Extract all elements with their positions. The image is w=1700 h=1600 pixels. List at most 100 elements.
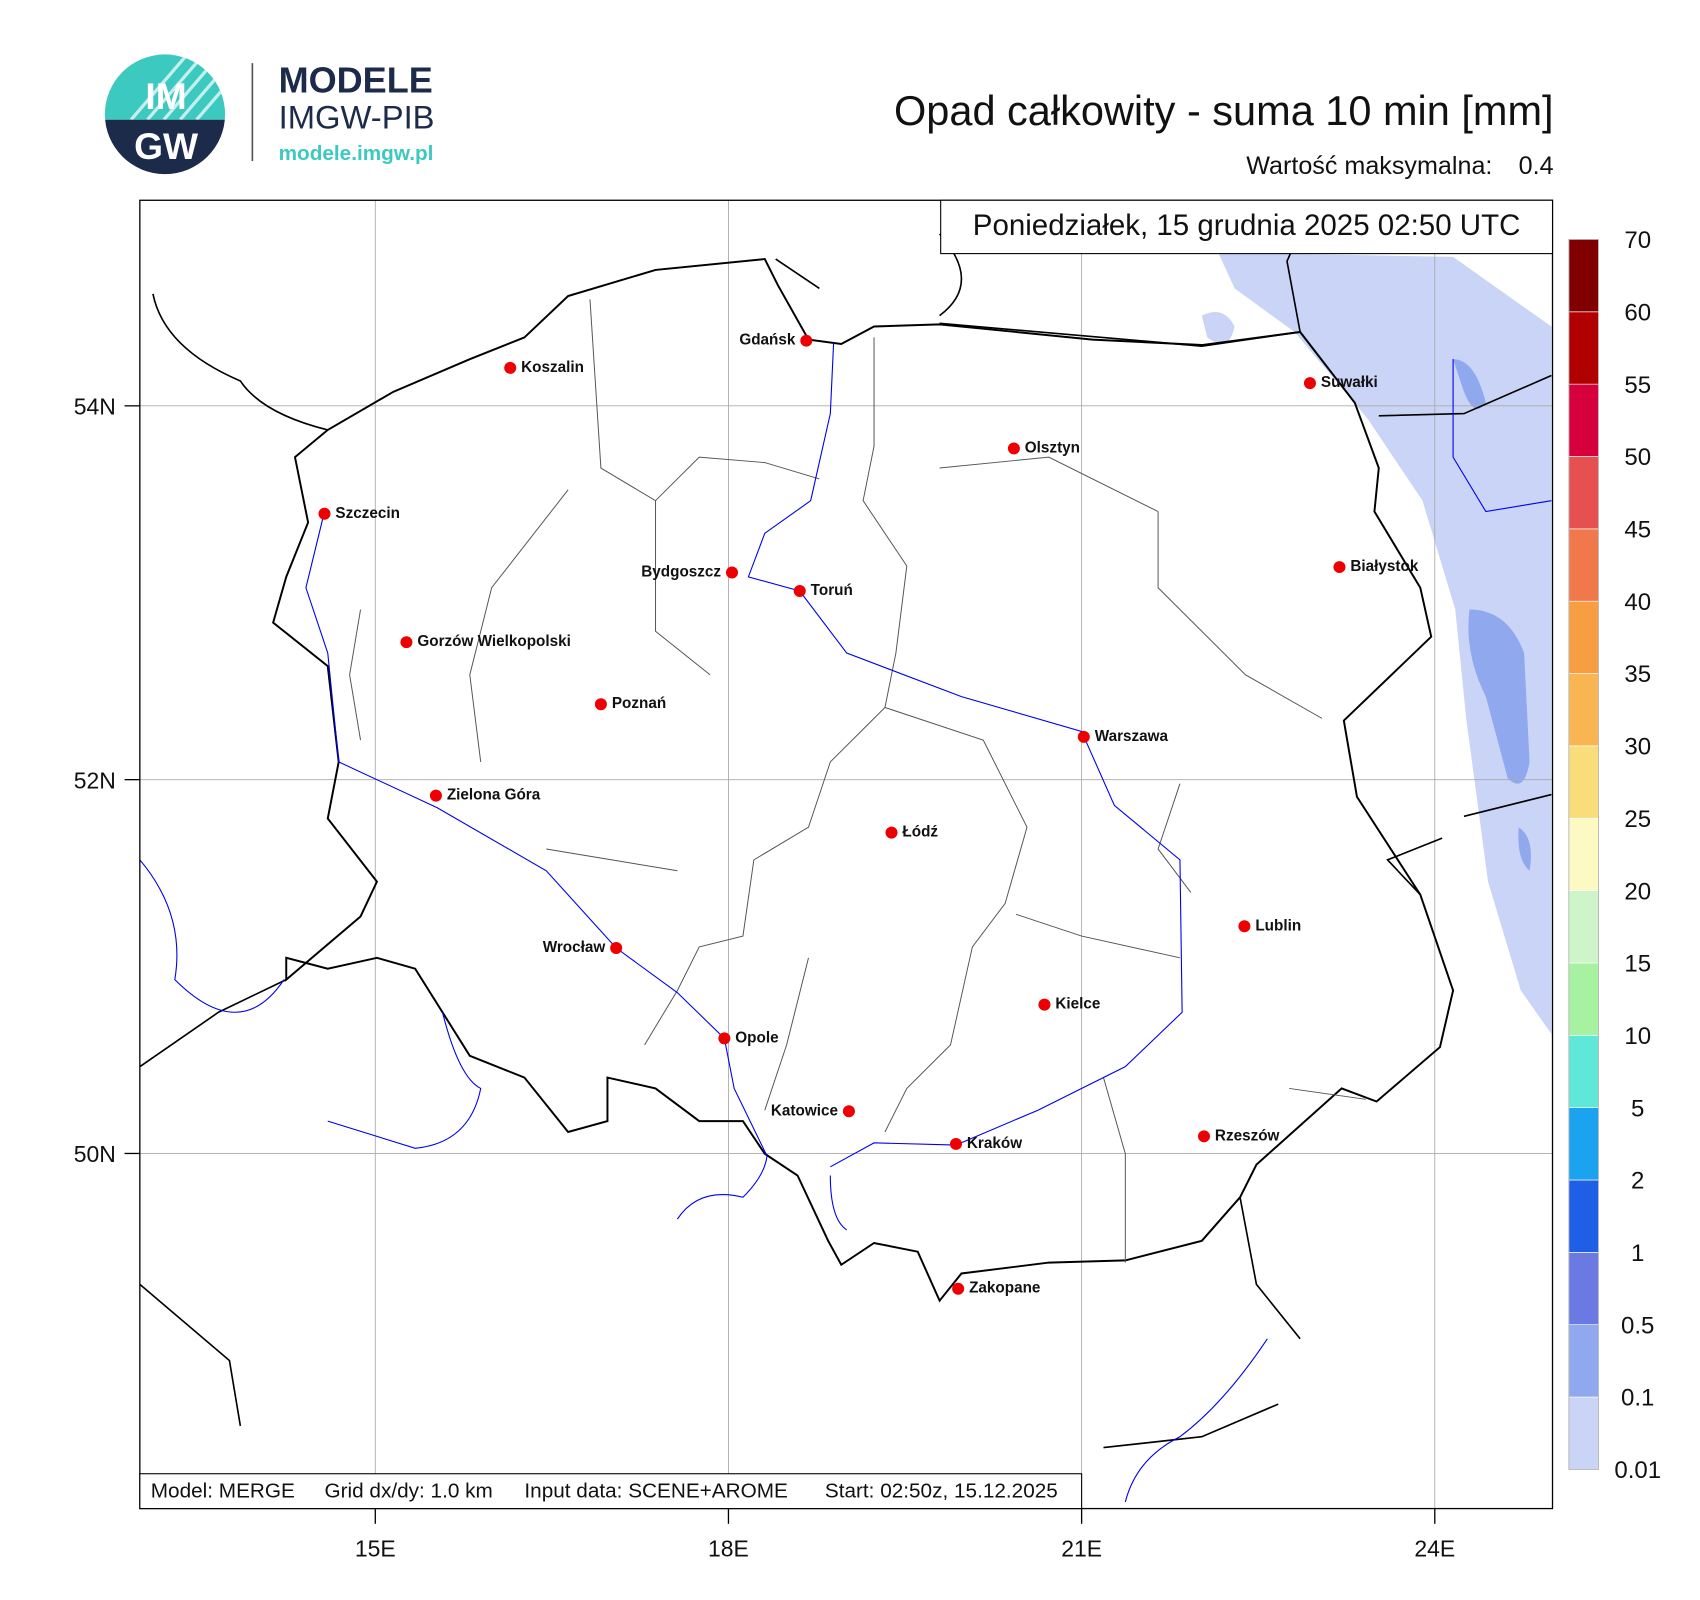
colorbar-frame [1568,239,1599,1470]
colorbar-label: 2 [1631,1168,1644,1195]
city-marker [1197,1130,1210,1143]
colorbar-label: 15 [1624,951,1651,978]
colorbar-box [1568,1034,1599,1108]
city-marker [952,1282,965,1295]
city-label: Szczecin [335,505,400,522]
city-label: Kielce [1055,996,1100,1013]
colorbar-box [1568,745,1599,819]
colorbar-label: 30 [1624,734,1651,761]
footer-start: Start: 02:50z, 15.12.2025 [825,1480,1058,1503]
city-label: Gorzów Wielkopolski [417,633,571,650]
colorbar-label: 60 [1624,300,1651,327]
colorbar-box [1568,1324,1599,1398]
city-label: Wrocław [543,939,606,956]
colorbar-label: 0.1 [1621,1385,1654,1412]
colorbar-box [1568,1179,1599,1253]
colorbar-box [1568,311,1599,385]
city-label: Zielona Góra [447,787,541,804]
city-marker [793,585,806,598]
precip-area-heavier [1453,359,1531,871]
footer-grid: Grid dx/dy: 1.0 km [324,1480,492,1503]
colorbar-box [1568,1107,1599,1181]
city-label: Zakopane [969,1280,1040,1297]
colorbar-box [1568,962,1599,1036]
colorbar-label: 0.01 [1614,1457,1661,1484]
city-marker [800,334,813,347]
map-area: Gdańsk Koszalin Suwałki Olsztyn Szczecin Bydg… [139,200,1553,1509]
footer-box: Model: MERGE Grid dx/dy: 1.0 km Input da… [139,1473,1083,1510]
logo-badge-bottom: GW [134,125,198,167]
colorbar-box [1568,1396,1599,1470]
colorbar-label: 20 [1624,878,1651,905]
colorbar-box [1568,600,1599,674]
city-label: Katowice [771,1102,838,1119]
city-marker [1038,998,1051,1011]
city-label: Lublin [1255,917,1301,934]
cities: Gdańsk Koszalin Suwałki Olsztyn Szczecin Bydg… [318,332,1419,1297]
city-label: Łódź [902,824,938,841]
colorbar-label: 70 [1624,227,1651,254]
city-label: Olsztyn [1025,439,1080,456]
max-value: 0.4 [1519,152,1554,180]
city-marker [1007,442,1020,455]
city-marker [1077,730,1090,743]
city-marker [885,826,898,839]
province-borders [349,299,1366,1263]
axes: 15E 18E 21E 24E 50N 52N 54N [74,394,1455,1562]
city-marker [429,789,442,802]
city-marker [725,566,739,579]
city-label: Bydgoszcz [641,564,721,581]
city-marker [504,361,517,374]
title: Opad całkowity - suma 10 min [mm] [894,87,1554,134]
y-tick-label: 52N [74,767,116,793]
colorbar-label: 45 [1624,517,1651,544]
footer-input: Input data: SCENE+AROME [524,1480,787,1503]
colorbar-box [1568,817,1599,891]
city-marker [594,698,607,711]
city-marker [718,1032,731,1045]
city-label: Koszalin [521,359,584,376]
city-marker [400,636,413,649]
city-label: Białystok [1350,558,1418,575]
colorbar-box [1568,673,1599,747]
y-tick-label: 54N [74,394,116,420]
city-marker [1303,377,1316,390]
max-label: Wartość maksymalna: [1246,152,1492,180]
country-border [272,258,1455,1303]
colorbar-label: 25 [1624,806,1651,833]
colorbar-label: 35 [1624,661,1651,688]
city-marker [318,507,331,520]
city-marker [1333,561,1346,574]
x-tick-label: 18E [708,1536,749,1562]
city-label: Rzeszów [1215,1127,1280,1144]
city-marker [842,1105,855,1118]
city-label: Kraków [967,1135,1022,1152]
logo-url: modele.imgw.pl [279,142,434,165]
x-tick-label: 15E [355,1536,396,1562]
city-marker [610,942,623,955]
colorbar-box [1568,239,1599,313]
city-marker [1238,920,1251,933]
colorbar-label: 50 [1624,444,1651,471]
precip-area [1201,252,1552,1035]
colorbar-label: 1 [1631,1240,1644,1267]
footer-model: Model: MERGE [151,1480,295,1503]
logo: IM GW MODELE IMGW-PIB modele.imgw.pl [104,54,435,175]
colorbar-box [1568,456,1599,530]
colorbar-label: 40 [1624,589,1651,616]
city-label: Warszawa [1095,728,1169,745]
city-label: Opole [735,1029,778,1046]
graticule [139,200,1553,1509]
city-marker [949,1137,962,1150]
x-tick-label: 21E [1061,1536,1102,1562]
colorbar-box [1568,383,1599,457]
city-label: Gdańsk [739,332,796,349]
colorbar-box [1568,528,1599,602]
y-tick-label: 50N [74,1141,116,1167]
colorbar-box [1568,890,1599,964]
logo-badge-top: IM [145,75,186,117]
valid-time-box: Poniedziałek, 15 grudnia 2025 02:50 UTC [940,199,1554,255]
city-label: Poznań [612,695,666,712]
